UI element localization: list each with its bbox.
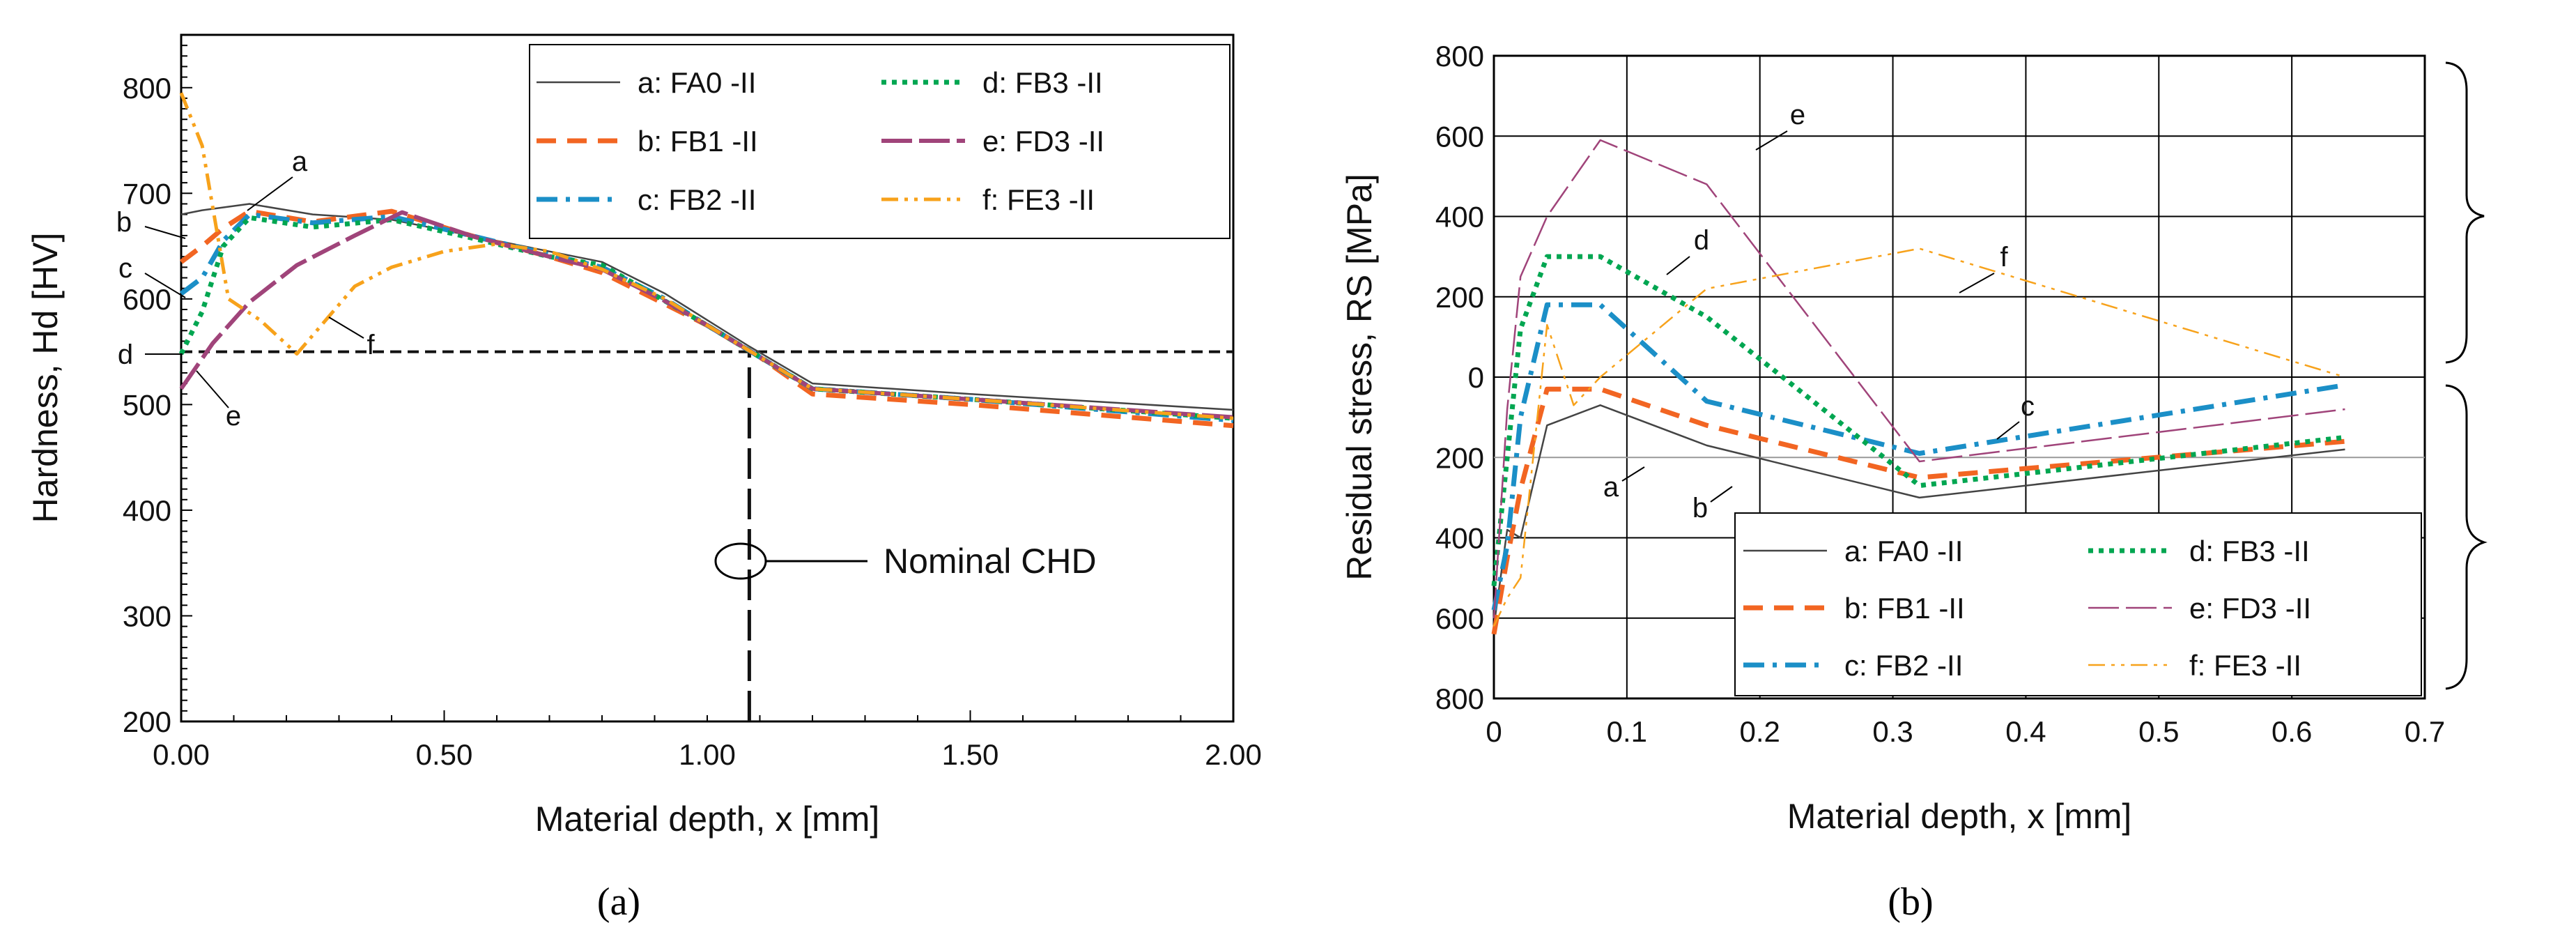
a-reference-lines bbox=[181, 350, 1233, 721]
b-xtick-label: 0 bbox=[1486, 715, 1502, 748]
b-legend-label-a: a: FA0 -II bbox=[1844, 535, 1963, 567]
a-xtick-label: 0.50 bbox=[416, 738, 473, 771]
b-curve-label-e: e bbox=[1790, 100, 1805, 130]
a-curve-label-c: c bbox=[118, 253, 132, 284]
a-legend-label-f: f: FE3 -II bbox=[982, 183, 1095, 216]
legend-a: a: FA0 -II b: FB1 -II c: FB2 -II d: FB3 -II… bbox=[529, 44, 1231, 239]
b-xtick-label: 0.1 bbox=[1607, 715, 1647, 748]
b-ytick-label: 0 bbox=[1468, 361, 1484, 394]
a-legend-label-c: c: FB2 -II bbox=[638, 183, 756, 216]
a-legend-label-e: e: FD3 -II bbox=[982, 125, 1104, 158]
b-series-line-f bbox=[1493, 247, 2345, 627]
a-curve-label-d: d bbox=[118, 339, 133, 370]
b-legend-label-e: e: FD3 -II bbox=[2189, 592, 2311, 625]
a-ylabel: Hardness, Hd [HV] bbox=[26, 233, 65, 523]
b-curve-label-d: d bbox=[1694, 225, 1709, 256]
b-curve-label-f: f bbox=[2000, 242, 2008, 273]
a-callout-line-e bbox=[196, 370, 229, 408]
brace-upper-icon bbox=[2445, 61, 2485, 364]
b-xtick-label: 0.5 bbox=[2138, 715, 2179, 748]
b-series-line-b bbox=[1491, 386, 2345, 635]
a-ytick-label: 700 bbox=[123, 177, 171, 210]
a-series-line-f bbox=[179, 92, 1234, 420]
b-xtick-label: 0.6 bbox=[2272, 715, 2312, 748]
b-callout-line-b bbox=[1710, 486, 1733, 503]
b-series-line-c bbox=[1491, 302, 2346, 611]
a-callout-line-c bbox=[144, 273, 186, 298]
b-ytick-label: 400 bbox=[1435, 522, 1484, 555]
a-curve-label-b: b bbox=[116, 207, 132, 238]
b-series bbox=[1491, 139, 2346, 635]
b-callout-line-d bbox=[1666, 256, 1690, 275]
a-legend-label-d: d: FB3 -II bbox=[982, 66, 1103, 99]
chd-label: Nominal CHD bbox=[884, 542, 1097, 581]
a-ytick-label: 800 bbox=[123, 72, 171, 105]
a-legend-label-b: b: FB1 -II bbox=[638, 125, 758, 158]
b-ytick-label: 800 bbox=[1435, 682, 1484, 715]
a-series-line-b bbox=[179, 208, 1234, 429]
b-curve-label-c: c bbox=[2021, 391, 2035, 422]
a-xtick-label: 1.50 bbox=[942, 738, 999, 771]
a-curve-labels: a bc d e f bbox=[116, 146, 376, 431]
a-curve-label-e: e bbox=[226, 401, 241, 431]
a-callout-line-f bbox=[328, 316, 364, 339]
b-legend-label-f: f: FE3 -II bbox=[2189, 649, 2301, 682]
b-callout-line-a bbox=[1621, 466, 1645, 482]
a-ytick-label: 400 bbox=[123, 494, 171, 527]
a-series bbox=[178, 92, 1234, 429]
b-series-line-a bbox=[1493, 404, 2345, 627]
b-callout-line-e bbox=[1755, 130, 1788, 151]
b-series-line-d bbox=[1491, 254, 2345, 586]
b-callout-line-f bbox=[1959, 273, 1995, 293]
b-ylabel: Residual stress, RS [MPa] bbox=[1340, 174, 1379, 581]
a-callout-line-b bbox=[144, 226, 186, 239]
a-callout-line-a bbox=[247, 176, 293, 211]
a-ytick-label: 600 bbox=[123, 283, 171, 316]
a-curve-label-a: a bbox=[292, 146, 308, 177]
a-ticks bbox=[180, 34, 1234, 722]
b-ytick-label: 200 bbox=[1435, 281, 1484, 314]
legend-a-box bbox=[529, 44, 1231, 239]
b-ytick-label: 800 bbox=[1435, 40, 1484, 72]
a-xtick-label: 0.00 bbox=[153, 738, 210, 771]
a-ytick-label: 500 bbox=[123, 388, 171, 421]
b-ytick-label: 600 bbox=[1435, 120, 1484, 153]
b-legend-label-b: b: FB1 -II bbox=[1844, 592, 1965, 625]
a-series-line-a bbox=[180, 203, 1234, 411]
b-callout-line-c bbox=[1996, 421, 2020, 440]
a-xlabel: Material depth, x [mm] bbox=[535, 800, 880, 839]
a-legend-label-a: a: FA0 -II bbox=[638, 66, 756, 99]
legend-b: a: FA0 -II b: FB1 -II c: FB2 -II d: FB3 -II… bbox=[1734, 512, 2422, 696]
b-xlabel: Material depth, x [mm] bbox=[1787, 797, 2132, 836]
a-ytick-label: 300 bbox=[123, 599, 171, 632]
b-xtick-label: 0.3 bbox=[1872, 715, 1913, 748]
nominal-chd-annotation: Nominal CHD bbox=[714, 542, 1097, 581]
b-curve-label-b: b bbox=[1692, 493, 1708, 523]
b-legend-label-d: d: FB3 -II bbox=[2189, 535, 2310, 567]
a-curve-label-f: f bbox=[367, 330, 375, 360]
b-xtick-label: 0.7 bbox=[2405, 715, 2445, 748]
panel-a: a bc d e f 200 300 400 500 600 700 800 0.00 0.50 1.00… bbox=[26, 33, 1262, 924]
panel-label-a: (a) bbox=[597, 880, 640, 924]
a-xtick-label: 2.00 bbox=[1205, 738, 1262, 771]
b-series-line-e bbox=[1493, 139, 2345, 618]
panel-label-b: (b) bbox=[1888, 880, 1933, 924]
b-ytick-label: 600 bbox=[1435, 602, 1484, 635]
brace-lower-icon bbox=[2445, 384, 2488, 690]
b-ytick-label: 200 bbox=[1435, 441, 1484, 474]
b-xtick-label: 0.4 bbox=[2005, 715, 2046, 748]
a-xtick-label: 1.00 bbox=[679, 738, 736, 771]
b-ytick-label: 400 bbox=[1435, 201, 1484, 234]
b-curve-labels: e d f c a b bbox=[1603, 100, 2035, 523]
a-tick-labels: 200 300 400 500 600 700 800 0.00 0.50 1.00 1.50 2.0… bbox=[123, 72, 1262, 771]
a-ytick-label: 200 bbox=[123, 705, 171, 738]
b-legend-label-c: c: FB2 -II bbox=[1844, 649, 1963, 682]
a-series-line-e bbox=[179, 210, 1234, 420]
legend-b-box bbox=[1734, 512, 2422, 696]
b-xtick-label: 0.2 bbox=[1740, 715, 1780, 748]
b-curve-label-a: a bbox=[1603, 472, 1619, 503]
